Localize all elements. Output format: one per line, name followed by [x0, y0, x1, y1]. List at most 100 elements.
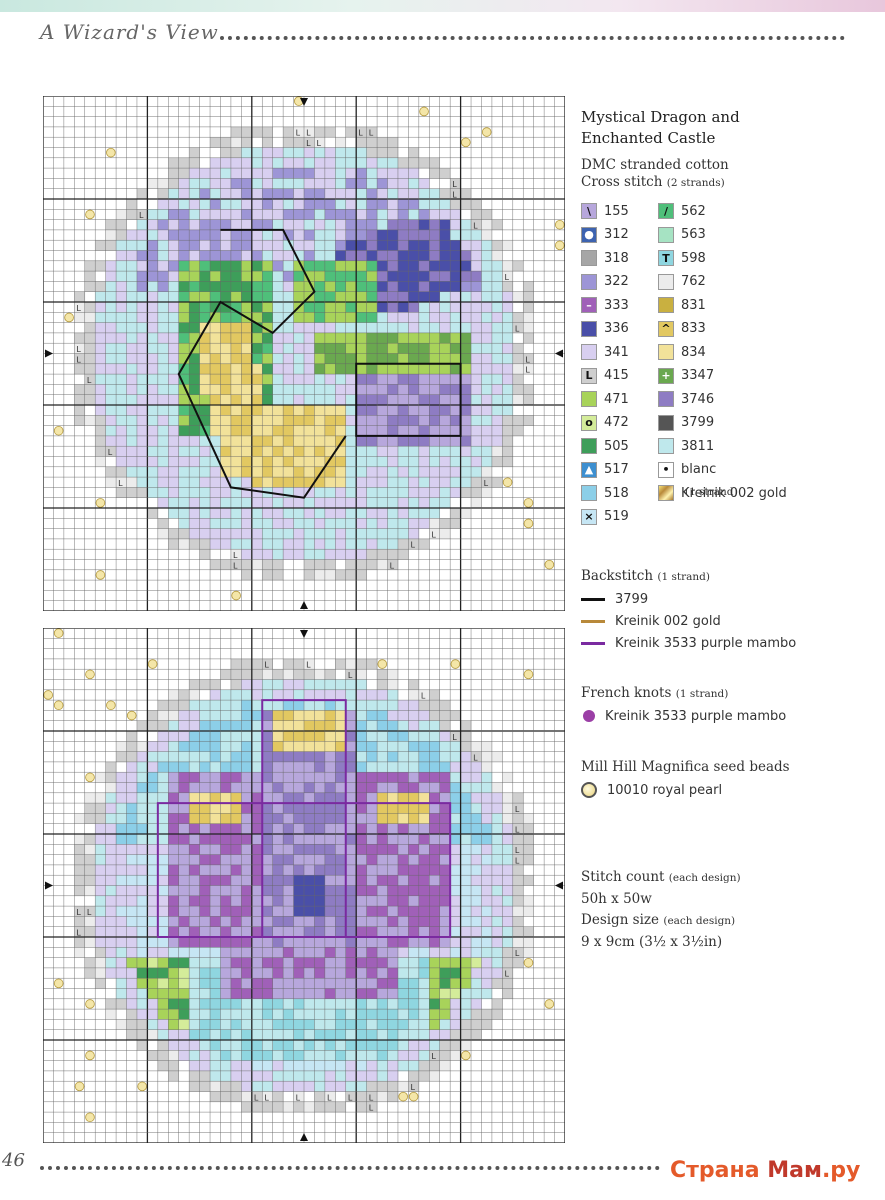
svg-text:L: L [233, 561, 238, 570]
backstitch-thread: Kreinik 3533 purple mambo [615, 635, 797, 651]
thread-swatch: / [658, 203, 674, 219]
svg-text:L: L [390, 561, 395, 570]
svg-text:L: L [264, 661, 269, 670]
design-size-note: (each design) [663, 915, 736, 927]
thread-code: 336 [604, 321, 629, 336]
watermark-part-b: Мам [767, 1158, 822, 1183]
svg-text:L: L [484, 479, 489, 488]
svg-text:L: L [108, 448, 113, 457]
backstitch-item: Kreinik 3533 purple mambo [581, 632, 881, 654]
svg-text:L: L [76, 304, 81, 313]
thread-swatch [581, 438, 597, 454]
thread-swatch [658, 485, 674, 501]
svg-text:L: L [410, 541, 415, 550]
svg-text:L: L [139, 211, 144, 220]
backstitch-item: Kreinik 002 gold [581, 610, 881, 632]
thread-item: Kreinik 002 gold [658, 482, 787, 504]
svg-text:L: L [327, 1093, 332, 1102]
thread-item: 341 [581, 341, 629, 363]
svg-text:L: L [296, 129, 301, 138]
thread-swatch: T [658, 250, 674, 266]
footer-dotted-rule [40, 1166, 660, 1170]
key-thread-info: DMC stranded cotton Cross stitch (2 stra… [581, 157, 881, 192]
thread-swatch: × [581, 508, 597, 525]
key-title: Mystical Dragon and Enchanted Castle [581, 107, 881, 149]
svg-text:L: L [421, 692, 426, 701]
thread-item: 831 [658, 294, 706, 316]
header-dotted-rule [220, 36, 845, 40]
svg-text:L: L [515, 825, 520, 834]
thread-item: 505 [581, 435, 629, 457]
thread-item: 318 [581, 247, 629, 269]
thread-swatch [658, 438, 674, 454]
svg-text:L: L [76, 345, 81, 354]
thread-list: (1 strand) \ 155 ● 312 318 322–333 336 341 L 415 4… [581, 200, 881, 530]
thread-swatch [658, 414, 674, 431]
bead-icon [581, 782, 597, 798]
thread-swatch [581, 250, 597, 266]
svg-text:L: L [317, 139, 322, 148]
thread-swatch [581, 344, 597, 360]
thread-code: 598 [681, 250, 706, 266]
thread-code: 562 [681, 203, 706, 219]
thread-swatch: – [581, 297, 597, 313]
svg-text:L: L [348, 671, 353, 680]
thread-code: 517 [604, 462, 629, 477]
backstitch-line-icon [581, 619, 605, 623]
french-knot-thread: Kreinik 3533 purple mambo [605, 708, 787, 724]
thread-item: 3799 [658, 412, 714, 434]
thread-swatch [658, 297, 674, 313]
thread-swatch: L [581, 367, 597, 384]
thread-code: 341 [604, 344, 629, 360]
thread-code: 471 [604, 391, 629, 407]
thread-code: 762 [681, 274, 706, 289]
thread-item: \ 155 [581, 200, 629, 222]
thread-item: ^ 833 [658, 318, 706, 340]
bead-name: 10010 royal pearl [607, 782, 723, 798]
thread-swatch: ● [581, 226, 597, 243]
thread-item: T 598 [658, 247, 706, 269]
backstitch-label: Backstitch [581, 568, 654, 584]
svg-text:L: L [452, 180, 457, 189]
svg-text:L: L [504, 970, 509, 979]
backstitch-heading: Backstitch (1 strand) [581, 568, 881, 584]
thread-swatch [581, 485, 597, 501]
stitch-info-section: Stitch count (each design) 50h x 50w Des… [581, 867, 881, 953]
beads-section: Mill Hill Magnifica seed beads 10010 roy… [581, 759, 881, 801]
svg-text:L: L [369, 1104, 374, 1113]
svg-text:L: L [358, 129, 363, 138]
thread-code: blanc [681, 462, 717, 477]
thread-code: 505 [604, 438, 629, 454]
svg-text:L: L [254, 1093, 259, 1102]
svg-text:L: L [473, 221, 478, 230]
backstitch-list: 3799 Kreinik 002 gold Kreinik 3533 purple … [581, 588, 881, 654]
svg-text:L: L [348, 1093, 353, 1102]
svg-text:L: L [504, 273, 509, 282]
page-number: 46 [2, 1150, 25, 1171]
thread-code: 833 [681, 321, 706, 336]
svg-text:L: L [306, 139, 311, 148]
stitch-count-value: 50h x 50w [581, 891, 652, 907]
cross-stitch-label: Cross stitch [581, 174, 663, 190]
thread-swatch [658, 344, 674, 360]
thread-code: 155 [604, 203, 629, 219]
svg-text:L: L [515, 805, 520, 814]
svg-text:L: L [306, 661, 311, 670]
design-size-value: 9 x 9cm (3½ x 3½in) [581, 934, 723, 950]
french-knots-strands: (1 strand) [675, 688, 729, 700]
thread-code: Kreinik 002 gold [681, 485, 787, 501]
kreinik-strand-note: (1 strand) [685, 486, 738, 498]
svg-text:L: L [515, 324, 520, 333]
svg-text:L: L [515, 856, 520, 865]
thread-code: 3347 [681, 368, 715, 383]
french-knot-icon [583, 710, 595, 722]
svg-text:L: L [76, 928, 81, 937]
svg-text:L: L [264, 1093, 269, 1102]
thread-code: 831 [681, 297, 706, 313]
svg-text:L: L [118, 479, 123, 488]
thread-swatch: o [581, 414, 597, 431]
thread-code: 563 [681, 227, 706, 242]
